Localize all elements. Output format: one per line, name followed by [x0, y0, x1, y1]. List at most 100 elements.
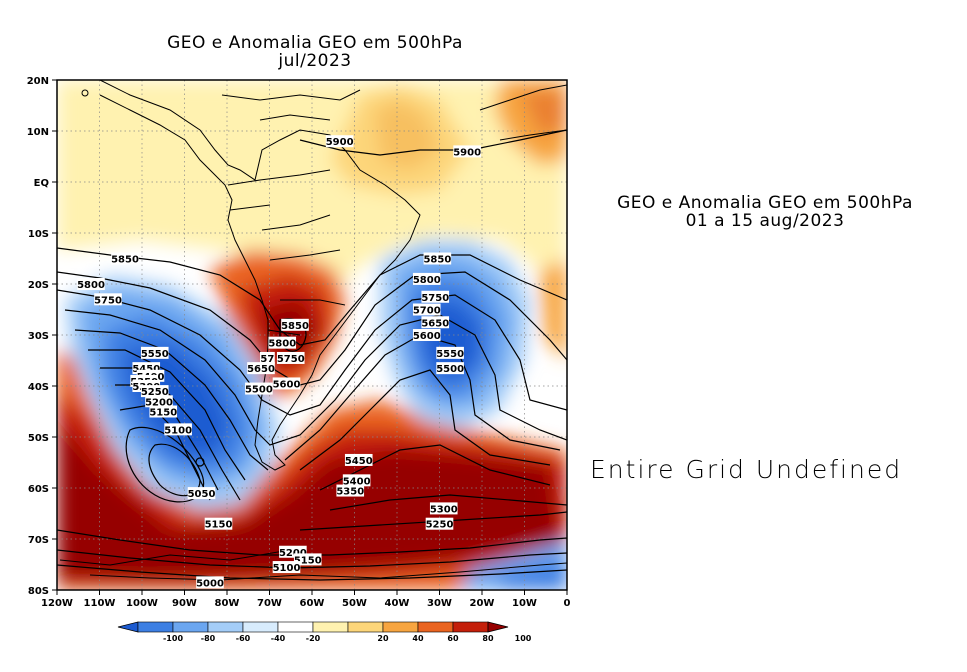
contour-label: 5300 [430, 502, 458, 515]
colorbar-segment [312, 621, 349, 633]
contour-label: 5150 [205, 517, 233, 531]
longitude-labels: 120W 110W 100W 90W 80W 70W 60W 50W 40W 30W 20W 10W 0 [41, 598, 570, 609]
contour-label: 5450 [345, 453, 373, 467]
lon-tick-label: 80W [215, 598, 240, 609]
right-title-line1: GEO e Anomalia GEO em 500hPa [617, 193, 913, 213]
contour-label: 5600 [273, 377, 300, 390]
contour-label-text: 5900 [326, 137, 354, 148]
contour-label-text: 5600 [413, 331, 441, 342]
contour-label: 5000 [196, 576, 224, 589]
contour-label: 5850 [111, 252, 139, 266]
contour-label-text: 5150 [294, 555, 322, 566]
contour-label: 5250 [426, 517, 454, 531]
lon-tick-label: 10W [512, 598, 537, 609]
right-map-title: GEO e Anomalia GEO em 500hPa 01 a 15 aug… [590, 194, 940, 230]
colorbar: -100 -80 -60 -40 -20 20 40 60 80 100 [117, 621, 532, 643]
contour-label: 5900 [326, 135, 354, 148]
lon-tick-label: 110W [84, 598, 116, 609]
contour-label-text: 5500 [436, 364, 464, 375]
lon-tick-label: 60W [300, 598, 325, 609]
lat-tick-label: 40S [28, 382, 49, 393]
contour-label-text: 5500 [245, 385, 273, 396]
contour-label: 5750 [421, 290, 449, 304]
contour-label: 5500 [245, 382, 273, 396]
contour-label-text: 5250 [141, 387, 169, 398]
tick-marks [52, 79, 568, 595]
contour-label-text: 5200 [279, 548, 307, 559]
contour-label-text: 5250 [426, 520, 454, 531]
colorbar-label: 100 [515, 634, 532, 643]
contour-label: 5800 [77, 278, 105, 291]
contour-label: 5700 [413, 303, 441, 317]
lon-tick-label: 20W [470, 598, 495, 609]
contour-label: 5550 [141, 346, 169, 360]
contour-label: 5550 [436, 346, 464, 360]
lon-tick-label: 90W [172, 598, 197, 609]
contour-label-text: 5750 [94, 295, 122, 306]
colorbar-segment [137, 621, 174, 633]
left-map-title: GEO e Anomalia GEO em 500hPa jul/2023 [100, 34, 530, 70]
colorbar-segment [347, 621, 384, 633]
contour-label-text: 5050 [188, 489, 216, 500]
contour-label-text: 5150 [205, 520, 233, 531]
contour-label-text: 5100 [273, 563, 301, 574]
contour-label-text: 5150 [149, 408, 177, 419]
right-title-line2: 01 a 15 aug/2023 [685, 211, 845, 231]
lon-tick-label: 70W [257, 598, 282, 609]
colorbar-segment [382, 621, 419, 633]
contour-label: 5050 [188, 487, 216, 500]
colorbar-left-arrow [117, 621, 139, 633]
colorbar-segment [417, 621, 454, 633]
lat-tick-label: 30S [28, 331, 49, 342]
contour-label: 5100 [273, 561, 301, 574]
colorbar-segment [172, 621, 209, 633]
colorbar-segment [452, 621, 489, 633]
colorbar-label: 40 [412, 634, 424, 643]
colorbar-label: 20 [377, 634, 389, 643]
colorbar-segment [277, 621, 314, 633]
lon-tick-label: 30W [427, 598, 452, 609]
lat-tick-label: 50S [28, 433, 49, 444]
contour-label: 57 [259, 351, 275, 365]
lat-tick-label: 80S [28, 586, 49, 597]
colorbar-segment [242, 621, 279, 633]
contour-label-text: 5800 [413, 275, 441, 286]
lat-tick-label: 10S [28, 229, 49, 240]
contour-label: 5100 [164, 423, 192, 436]
contour-label: 5500 [436, 362, 464, 375]
lon-tick-label: 50W [342, 598, 367, 609]
contour-label-text: 5450 [345, 456, 373, 467]
contour-label-text: 5900 [453, 147, 481, 158]
contour-label: 5850 [423, 252, 451, 266]
contour-label: 5900 [453, 145, 481, 158]
lat-tick-label: 10N [27, 127, 49, 138]
contour-label-text: 5850 [281, 321, 309, 332]
colorbar-label: -100 [163, 634, 183, 643]
contour-label: 5650 [247, 362, 275, 375]
lat-tick-label: 20N [27, 76, 49, 87]
lat-tick-label: 20S [28, 280, 49, 291]
contour-label: 5250 [141, 385, 169, 398]
contour-label-text: 5000 [196, 578, 224, 589]
lat-tick-label: 60S [28, 484, 49, 495]
lon-tick-label: 120W [41, 598, 73, 609]
contour-label: 5800 [268, 336, 296, 350]
colorbar-label: -40 [271, 634, 286, 643]
colorbar-label: -20 [306, 634, 321, 643]
contour-label-text: 5350 [336, 487, 364, 498]
contour-label-text: 5300 [430, 504, 458, 515]
coastlines [59, 80, 567, 581]
contour-label: 5850 [281, 318, 309, 332]
contour-label: 5350 [336, 484, 364, 498]
contour-label: 5200 [145, 395, 173, 408]
contour-label-text: 5550 [141, 349, 169, 360]
contour-label: 5800 [413, 272, 441, 286]
left-title-line2: jul/2023 [278, 51, 352, 71]
contour-label: 5600 [413, 329, 441, 342]
contour-label-text: 5550 [436, 349, 464, 360]
contour-label-text: 5650 [247, 364, 275, 375]
colorbar-segment [207, 621, 244, 633]
lat-tick-label: EQ [34, 178, 49, 189]
colorbar-label: 80 [482, 634, 494, 643]
contour-label-text: 5850 [111, 255, 139, 266]
